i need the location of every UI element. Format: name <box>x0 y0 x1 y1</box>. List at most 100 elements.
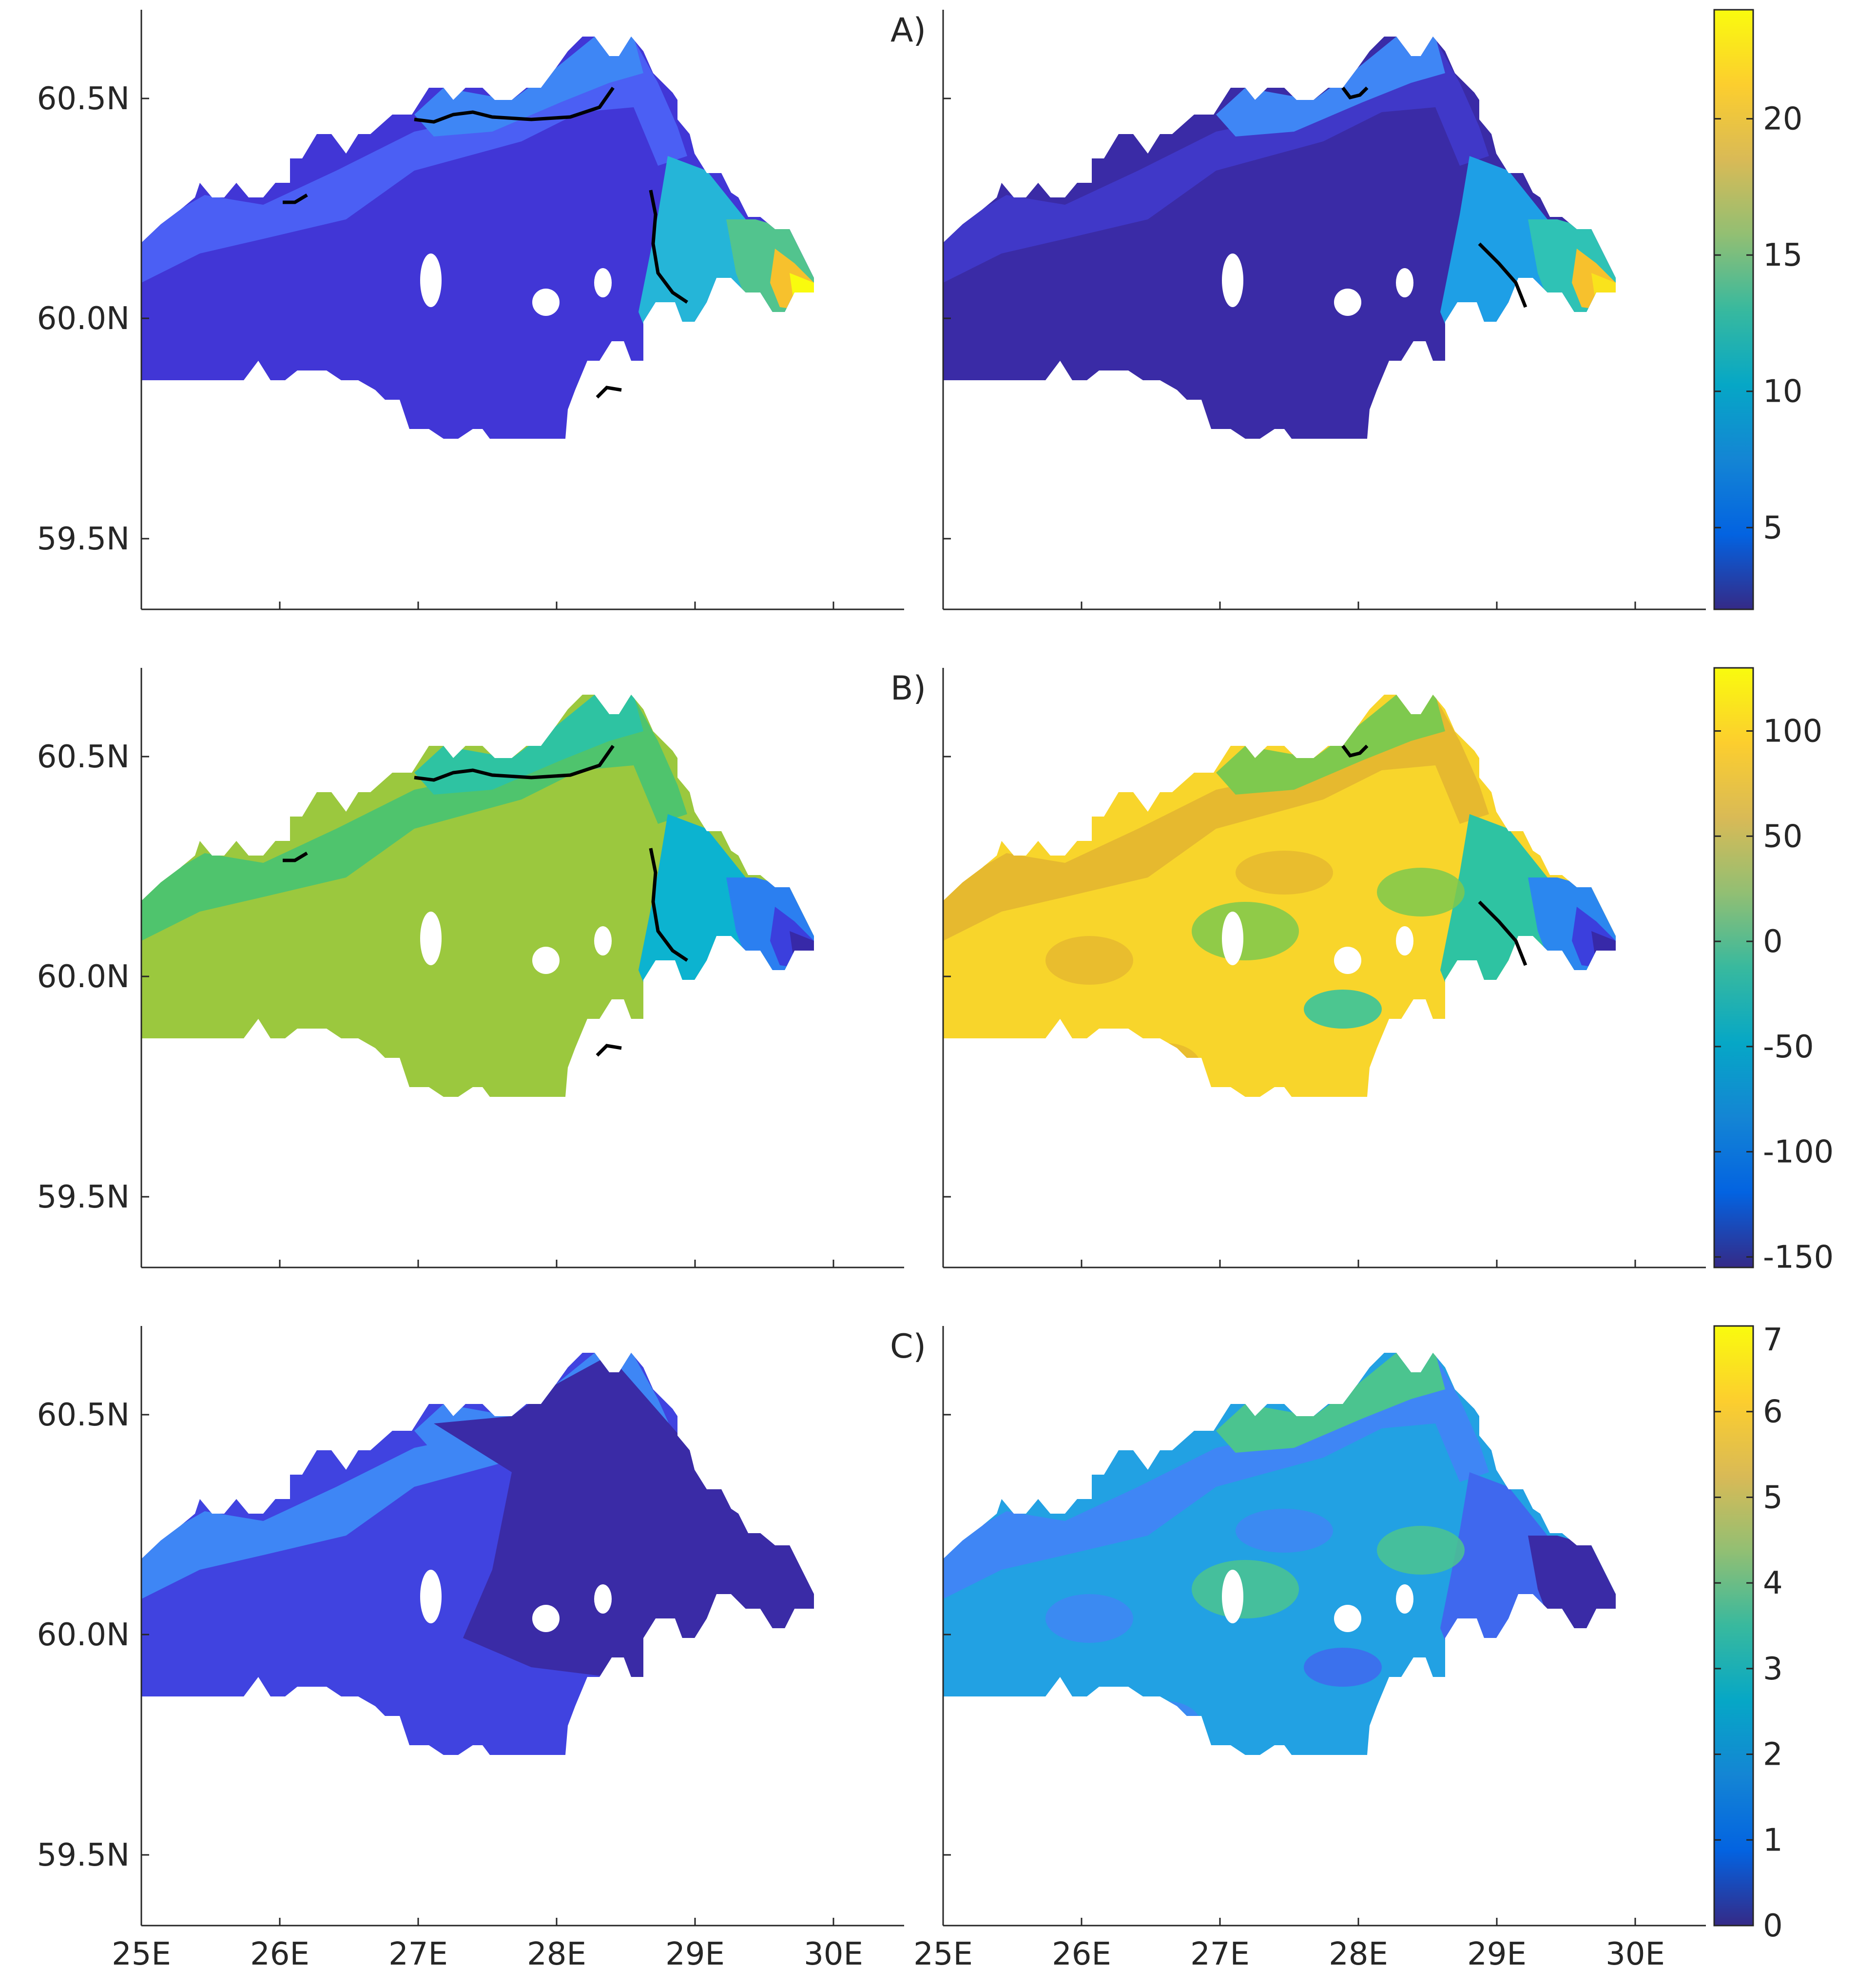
basin-field <box>141 1353 814 1843</box>
lon-tick-label: 26E <box>1052 1936 1111 1972</box>
contour-line <box>649 848 688 962</box>
contour-line <box>283 851 308 862</box>
contour-line <box>414 86 615 124</box>
island <box>532 289 560 316</box>
panel-label: B) <box>890 669 926 708</box>
lon-tick-label: 28E <box>527 1936 586 1972</box>
contour-line <box>1478 242 1528 308</box>
basin-field <box>943 37 1616 439</box>
island <box>1222 1570 1243 1623</box>
lon-tick-label: 25E <box>112 1936 171 1972</box>
island <box>420 1570 442 1623</box>
colorbar-tick-label: 0 <box>1763 924 1783 960</box>
basin-field <box>943 695 1616 1097</box>
island <box>1396 268 1413 297</box>
colorbar-tick-label: 10 <box>1763 374 1802 410</box>
colorbar-tick-label: 20 <box>1763 101 1802 137</box>
field-patch <box>1192 1560 1299 1618</box>
field-east-band-2 <box>1528 219 1616 312</box>
island <box>594 1584 612 1614</box>
map-2-left <box>141 1353 814 1843</box>
axes-2-right: 25E 26E 27E 28E 29E 30E <box>913 1326 1706 1972</box>
island <box>420 912 442 965</box>
island <box>532 1605 560 1632</box>
field-north-coast <box>1216 1353 1445 1453</box>
contour-lines <box>1341 86 1528 308</box>
map-1-left <box>141 695 814 1097</box>
field-patch <box>1133 1043 1201 1092</box>
field-patch <box>1377 1526 1465 1575</box>
lon-tick-label: 28E <box>1329 1936 1388 1972</box>
panel-label: A) <box>890 11 926 50</box>
lon-tick-label: 25E <box>913 1936 973 1972</box>
island <box>1334 1605 1361 1632</box>
field-east-band-2 <box>1528 1536 1616 1628</box>
field-patch <box>1304 1648 1382 1687</box>
lat-tick-label: 60.5N <box>37 1397 130 1433</box>
axes-2-left: 59.5N 60.0N 60.5N 25E 26E 27E 28E 29E 30E <box>37 1326 904 1972</box>
field-patch <box>1036 1068 1094 1097</box>
lon-tick-label: 29E <box>665 1936 725 1972</box>
lat-tick-label: 60.5N <box>37 739 130 775</box>
field-patch <box>1045 936 1133 985</box>
island <box>1334 289 1361 316</box>
island <box>594 268 612 297</box>
colorbar: 5 10 15 20 <box>1713 9 1802 610</box>
lat-tick-label: 59.5N <box>37 521 130 557</box>
colorbar-tick-label: 6 <box>1763 1394 1783 1430</box>
lon-tick-label: 27E <box>388 1936 448 1972</box>
lat-tick-label: 60.0N <box>37 959 130 995</box>
field-east-band-2 <box>726 219 814 312</box>
colorbar: -150 -100 -50 0 50 100 <box>1713 667 1834 1275</box>
colorbar-tick-label: 50 <box>1763 818 1802 855</box>
field-north-coast <box>1216 695 1445 795</box>
axes-1-right <box>942 668 1706 1268</box>
lon-tick-label: 26E <box>250 1936 309 1972</box>
colorbar-tick-label: 5 <box>1763 1480 1783 1516</box>
colorbar-tick-label: 0 <box>1763 1908 1783 1944</box>
field-east-band-2 <box>1528 877 1616 970</box>
field-patch <box>1133 1701 1201 1750</box>
lat-tick-label: 60.5N <box>37 81 130 117</box>
contour-line <box>414 744 615 782</box>
lat-tick-label: 60.0N <box>37 1617 130 1653</box>
island <box>1222 912 1243 965</box>
colorbar-tick-label: 5 <box>1763 510 1783 546</box>
lon-tick-label: 30E <box>804 1936 863 1972</box>
map-1-right <box>943 695 1616 1097</box>
contour-lines <box>1341 744 1528 966</box>
axes-0-left: 59.5N 60.0N 60.5N <box>37 10 904 610</box>
colorbar-tick-label: 4 <box>1763 1565 1783 1601</box>
contour-line <box>283 193 308 204</box>
lat-tick-label: 59.5N <box>37 1179 130 1215</box>
colorbar-gradient <box>1713 1325 1754 1927</box>
field-patch <box>395 1784 473 1843</box>
colorbar-tick-label: 7 <box>1763 1322 1783 1358</box>
axes-1-left: 59.5N 60.0N 60.5N <box>37 668 904 1268</box>
lon-tick-label: 27E <box>1190 1936 1250 1972</box>
colorbar-tick-label: 1 <box>1763 1822 1783 1858</box>
island <box>1334 947 1361 974</box>
contour-lines <box>283 86 688 399</box>
contour-line <box>649 190 688 304</box>
contour-lines <box>283 744 688 1057</box>
basin-field <box>943 1353 1616 1755</box>
field-patch <box>1192 902 1299 960</box>
field-patch <box>1036 1726 1094 1755</box>
colorbar-tick-label: 100 <box>1763 713 1822 749</box>
colorbar-tick-label: 3 <box>1763 1651 1783 1687</box>
colorbar: 0 1 2 3 4 5 6 7 <box>1713 1322 1783 1944</box>
field-patch <box>1236 851 1333 895</box>
colorbar-tick-label: -100 <box>1763 1134 1834 1170</box>
colorbar-tick-label: 2 <box>1763 1737 1783 1773</box>
contour-line <box>1478 900 1528 966</box>
contour-line <box>1341 86 1369 99</box>
contour-line <box>596 1044 622 1057</box>
island <box>420 253 442 307</box>
colorbar-tick-label: -150 <box>1763 1239 1834 1275</box>
field-patch <box>1377 868 1465 916</box>
lon-tick-label: 30E <box>1605 1936 1665 1972</box>
lon-tick-label: 29E <box>1467 1936 1527 1972</box>
field-north-coast <box>1216 37 1445 136</box>
